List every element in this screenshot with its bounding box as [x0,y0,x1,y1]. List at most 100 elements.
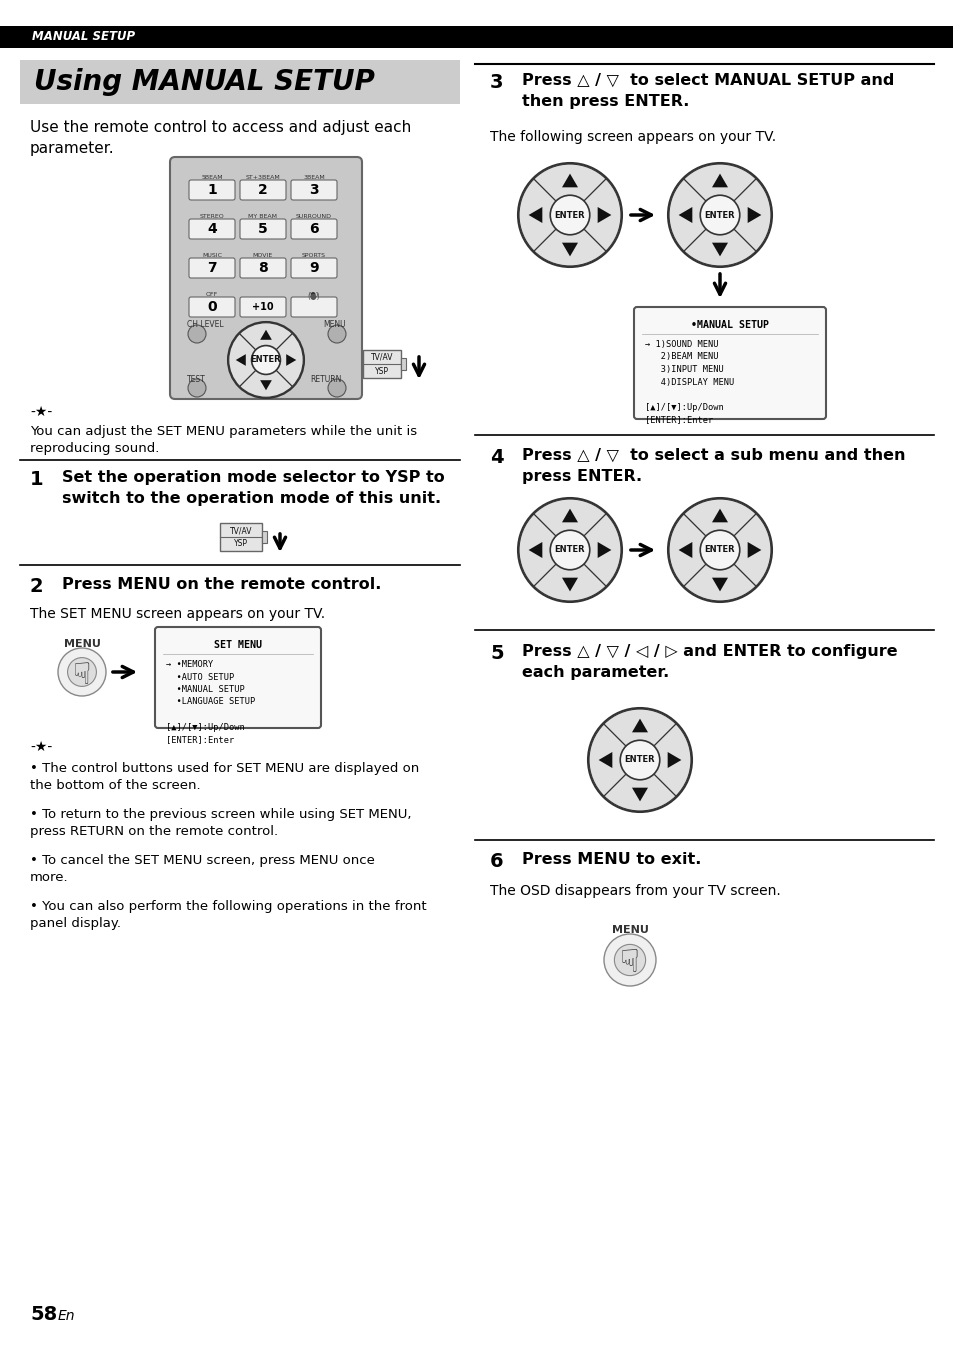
Text: Press MENU to exit.: Press MENU to exit. [521,852,700,867]
Text: The SET MENU screen appears on your TV.: The SET MENU screen appears on your TV. [30,607,325,621]
FancyBboxPatch shape [240,257,286,278]
Polygon shape [286,355,296,365]
Polygon shape [747,542,760,558]
Circle shape [667,163,771,267]
Text: MANUAL SETUP: MANUAL SETUP [32,31,135,43]
Wedge shape [534,214,605,266]
Circle shape [550,530,589,570]
Text: • The control buttons used for SET MENU are displayed on
the bottom of the scree: • The control buttons used for SET MENU … [30,762,418,793]
Wedge shape [534,164,605,214]
Text: Press △ / ▽  to select MANUAL SETUP and
then press ENTER.: Press △ / ▽ to select MANUAL SETUP and t… [521,73,893,109]
Text: ENTER: ENTER [624,755,655,764]
Bar [262,531,267,543]
FancyBboxPatch shape [240,297,286,317]
Circle shape [517,163,621,267]
Polygon shape [711,174,727,187]
FancyBboxPatch shape [189,181,234,200]
Text: 58: 58 [30,1305,57,1324]
Wedge shape [229,334,266,387]
Text: 1: 1 [30,470,44,489]
Polygon shape [711,578,727,592]
Text: SURROUND: SURROUND [295,214,332,218]
Circle shape [603,934,656,985]
Text: CH LEVEL: CH LEVEL [187,319,223,329]
Wedge shape [683,550,755,601]
Wedge shape [720,514,770,586]
FancyBboxPatch shape [240,218,286,239]
Bar [0,26,953,49]
Polygon shape [528,208,541,222]
Text: 2: 2 [30,577,44,596]
Wedge shape [720,179,770,251]
Text: • To return to the previous screen while using SET MENU,
press RETURN on the rem: • To return to the previous screen while… [30,807,411,838]
Polygon shape [711,243,727,256]
Wedge shape [603,709,676,760]
FancyBboxPatch shape [291,257,336,278]
Text: 4: 4 [207,222,216,236]
Text: 2: 2 [258,183,268,197]
Text: MENU: MENU [611,925,648,936]
Text: YSP: YSP [375,367,389,376]
Wedge shape [683,214,755,266]
Polygon shape [598,752,612,768]
Text: ST+3BEAM: ST+3BEAM [245,175,280,181]
Polygon shape [260,330,272,340]
Text: 6: 6 [490,852,503,871]
Text: 5: 5 [490,644,503,663]
Wedge shape [518,179,569,251]
Text: ENTER: ENTER [251,356,281,364]
Text: -★-: -★- [30,404,52,419]
Polygon shape [678,542,692,558]
Circle shape [587,708,691,811]
Wedge shape [603,760,676,811]
Text: +10: +10 [252,302,274,311]
Text: Press MENU on the remote control.: Press MENU on the remote control. [62,577,381,592]
Text: ENTER: ENTER [704,210,735,220]
Polygon shape [597,208,611,222]
Polygon shape [747,208,760,222]
Circle shape [550,195,589,235]
Text: ☟: ☟ [72,661,91,689]
Text: -★-: -★- [30,740,52,754]
Wedge shape [266,334,303,387]
Text: ENTER: ENTER [704,546,735,554]
Text: 3: 3 [490,73,503,92]
Text: 0: 0 [207,301,216,314]
FancyBboxPatch shape [291,297,336,317]
Polygon shape [667,752,680,768]
Text: Use the remote control to access and adjust each
parameter.: Use the remote control to access and adj… [30,120,411,156]
FancyBboxPatch shape [189,218,234,239]
Text: •MANUAL SETUP: •MANUAL SETUP [690,319,768,330]
Text: STEREO: STEREO [199,214,224,218]
Circle shape [700,530,739,570]
Polygon shape [631,718,647,732]
Text: ENTER: ENTER [554,546,585,554]
FancyBboxPatch shape [154,627,320,728]
Polygon shape [561,243,578,256]
Circle shape [328,379,346,398]
Circle shape [188,379,206,398]
Polygon shape [260,380,272,391]
Circle shape [328,325,346,342]
Text: 4: 4 [490,448,503,466]
Polygon shape [678,208,692,222]
Text: Press △ / ▽ / ◁ / ▷ and ENTER to configure
each parameter.: Press △ / ▽ / ◁ / ▷ and ENTER to configu… [521,644,897,679]
Text: SPORTS: SPORTS [302,253,326,257]
FancyBboxPatch shape [189,257,234,278]
Wedge shape [534,499,605,550]
Text: OFF: OFF [206,293,218,297]
Text: MUSIC: MUSIC [202,253,222,257]
FancyBboxPatch shape [291,181,336,200]
Wedge shape [534,550,605,601]
Text: (●): (●) [308,293,320,301]
Wedge shape [239,322,292,360]
Text: 5BEAM: 5BEAM [201,175,223,181]
Text: The OSD disappears from your TV screen.: The OSD disappears from your TV screen. [490,884,780,898]
Polygon shape [631,787,647,802]
Circle shape [619,740,659,779]
Text: • To cancel the SET MENU screen, press MENU once
more.: • To cancel the SET MENU screen, press M… [30,855,375,884]
Text: TEST: TEST [187,375,206,384]
Circle shape [517,497,621,603]
Text: 3BEAM: 3BEAM [303,175,325,181]
FancyBboxPatch shape [189,297,234,317]
